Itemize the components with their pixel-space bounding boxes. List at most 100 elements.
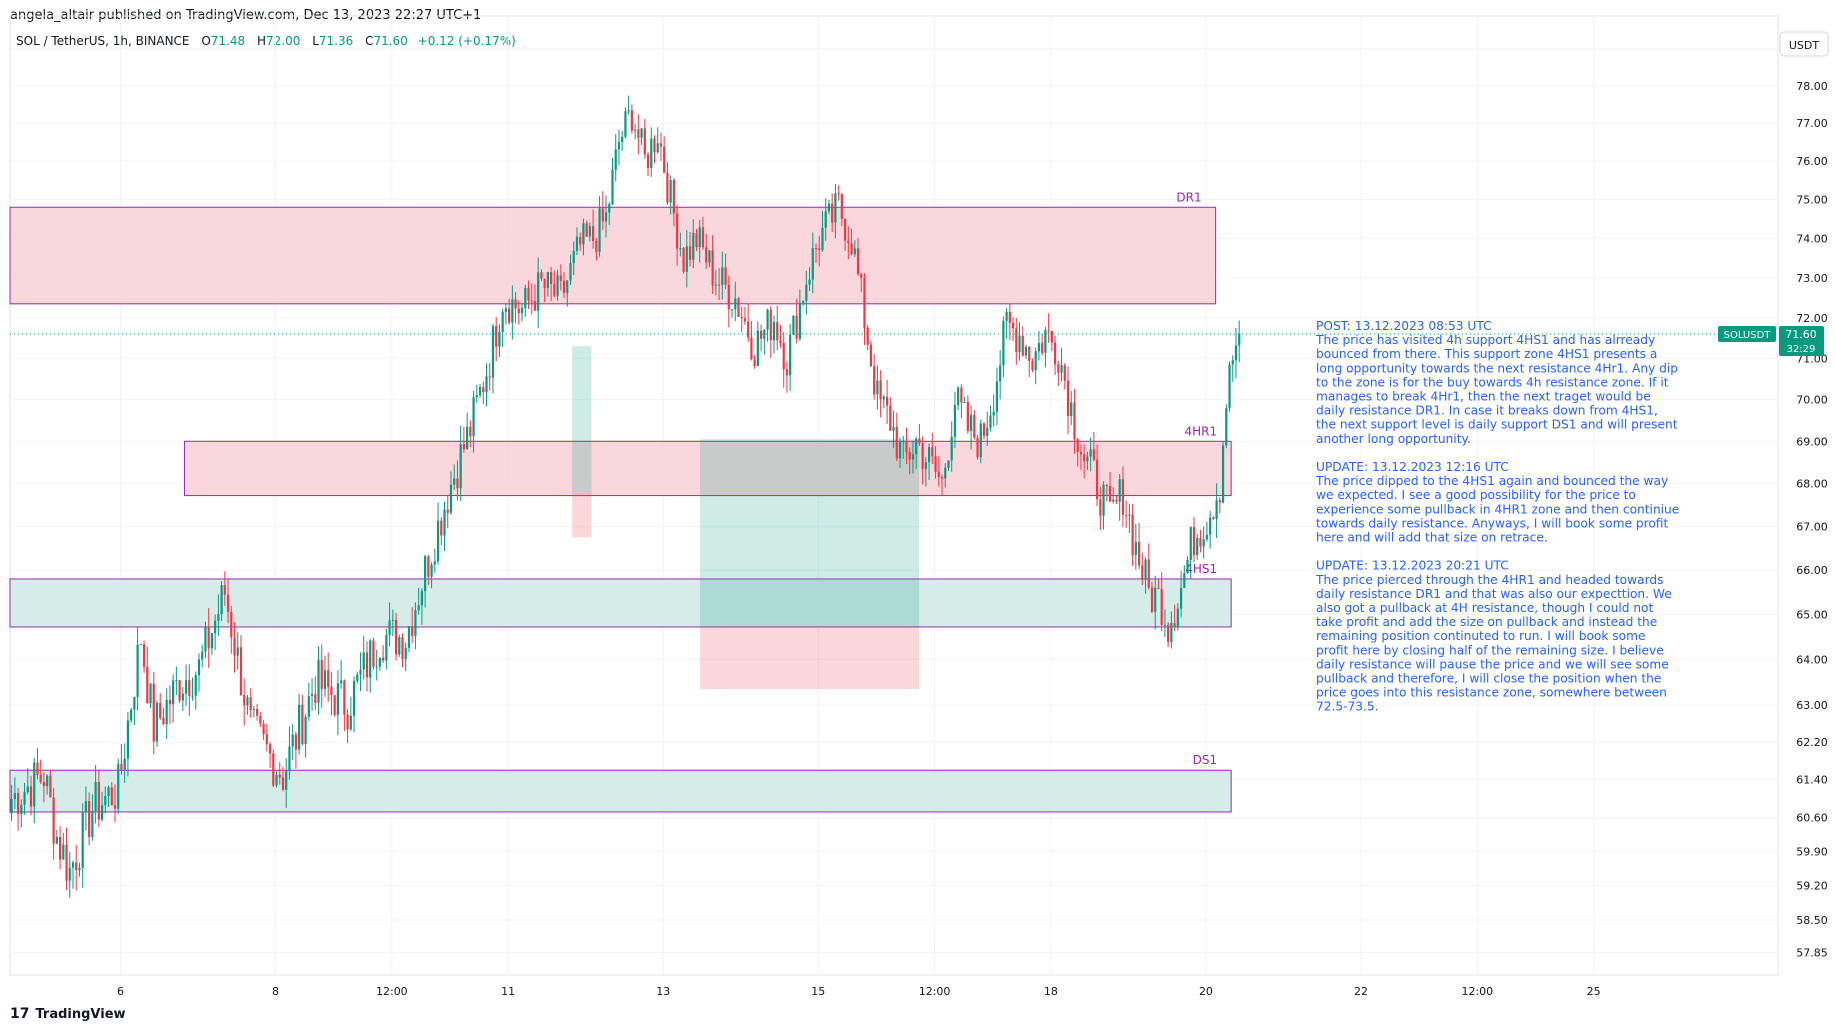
candle-body bbox=[1063, 365, 1066, 381]
candle-body bbox=[614, 149, 617, 170]
candle-body bbox=[443, 509, 446, 536]
candle-body bbox=[485, 376, 488, 393]
candle-body bbox=[924, 462, 927, 470]
footer[interactable]: 𝟭𝟳 TradingView bbox=[10, 1006, 126, 1022]
candle-body bbox=[714, 284, 717, 286]
note-line: towards daily resistance. Anyways, I wil… bbox=[1316, 516, 1668, 530]
candle-body bbox=[110, 787, 113, 806]
candle-body bbox=[1053, 342, 1057, 365]
candle-body bbox=[162, 718, 165, 725]
close-value: 71.60 bbox=[373, 34, 408, 48]
candle-body bbox=[23, 792, 26, 805]
price-tag: SOLUSDT 71.60 32:29 bbox=[1718, 326, 1824, 357]
candle-body bbox=[149, 683, 152, 704]
candle-body bbox=[737, 298, 740, 317]
candle-body bbox=[1083, 454, 1086, 462]
candle-body bbox=[582, 223, 585, 245]
y-tick-label: 59.90 bbox=[1796, 845, 1828, 858]
zone-4hr1 bbox=[183, 440, 1232, 497]
candle-body bbox=[546, 272, 549, 288]
candle-body bbox=[617, 141, 621, 150]
candle-body bbox=[365, 652, 369, 678]
x-tick-label: 20 bbox=[1199, 985, 1213, 998]
zone-label: DS1 bbox=[1193, 753, 1218, 767]
candle-body bbox=[798, 302, 801, 339]
candle-body bbox=[1170, 623, 1173, 643]
candle-body bbox=[944, 467, 947, 479]
zone-label: 4HR1 bbox=[1185, 424, 1218, 438]
candle-body bbox=[957, 387, 960, 406]
candle-body bbox=[1079, 451, 1083, 455]
candle-body bbox=[685, 246, 688, 272]
candle-body bbox=[1150, 587, 1154, 612]
candle-body bbox=[1034, 351, 1037, 371]
zone-4hs1 bbox=[9, 578, 1232, 628]
candle-body bbox=[1102, 484, 1105, 516]
candle-body bbox=[226, 594, 230, 612]
candle-body bbox=[1199, 537, 1202, 547]
candle-body bbox=[1202, 539, 1205, 547]
candle-body bbox=[705, 247, 708, 263]
currency-button[interactable]: USDT bbox=[1779, 31, 1829, 57]
candle-body bbox=[517, 308, 520, 314]
candle-body bbox=[595, 241, 598, 252]
note-line: experience some pullback in 4HR1 zone an… bbox=[1316, 502, 1679, 516]
note-line: daily resistance DR1. In case it breaks … bbox=[1316, 404, 1658, 418]
price-axis[interactable]: 79.0078.0077.0076.0075.0074.0073.0072.00… bbox=[1796, 43, 1828, 960]
candle-body bbox=[1112, 499, 1115, 502]
candle-body bbox=[100, 805, 104, 820]
candle-body bbox=[1134, 542, 1137, 556]
note-line: price goes into this resistance zone, so… bbox=[1316, 686, 1667, 700]
candle-body bbox=[634, 129, 637, 131]
candle-body bbox=[866, 327, 869, 345]
candle-body bbox=[1070, 402, 1073, 417]
candle-body bbox=[272, 753, 275, 786]
candle-body bbox=[672, 180, 675, 214]
candle-body bbox=[427, 556, 430, 577]
price-chart[interactable]: DR1 4HR1 4HS1 DS1 POST: 13.12.2023 08:53 UT… bbox=[0, 0, 1835, 1000]
candle-body bbox=[168, 699, 172, 705]
note-line: The price has visited 4h support 4HS1 an… bbox=[1315, 333, 1655, 347]
candle-body bbox=[1066, 380, 1070, 417]
candle-body bbox=[1018, 335, 1021, 352]
candle-body bbox=[543, 278, 546, 288]
candle-body bbox=[818, 248, 821, 251]
candle-body bbox=[1215, 500, 1218, 520]
candle-body bbox=[372, 640, 375, 667]
candle-body bbox=[298, 704, 301, 750]
candle-body bbox=[750, 337, 753, 360]
candle-body bbox=[892, 426, 895, 431]
candle-body bbox=[769, 309, 772, 341]
y-tick-label: 73.00 bbox=[1796, 272, 1828, 285]
candle-body bbox=[821, 227, 824, 251]
candle-body bbox=[592, 226, 595, 242]
candle-body bbox=[776, 322, 779, 341]
symbol-name[interactable]: SOL / TetherUS, 1h, BINANCE bbox=[16, 34, 190, 48]
candle-body bbox=[637, 129, 640, 138]
candle-body bbox=[453, 478, 456, 485]
candle-body bbox=[779, 340, 782, 343]
candle-body bbox=[1154, 587, 1157, 612]
candle-body bbox=[811, 248, 814, 280]
candle-body bbox=[97, 781, 100, 820]
candle-body bbox=[1105, 484, 1108, 486]
candle-body bbox=[1021, 335, 1024, 356]
x-tick-label: 18 bbox=[1044, 985, 1058, 998]
candle-body bbox=[627, 110, 630, 112]
candle-body bbox=[927, 447, 931, 463]
y-tick-label: 72.00 bbox=[1796, 312, 1828, 325]
symbol-tag-bg bbox=[1718, 326, 1776, 343]
candle-body bbox=[52, 797, 55, 844]
price-tag-bg bbox=[1779, 326, 1824, 357]
time-axis[interactable]: 6 8 12:00 11 13 15 12:00 18 20 22 12:00 25 bbox=[10, 974, 1778, 998]
candle-body bbox=[1008, 312, 1011, 323]
x-tick-label: 12:00 bbox=[1461, 985, 1493, 998]
candle-body bbox=[734, 298, 737, 310]
candle-body bbox=[404, 647, 407, 660]
note-line: here and will add that size on retrace. bbox=[1316, 531, 1548, 545]
candle-body bbox=[123, 758, 126, 770]
candle-body bbox=[1015, 328, 1018, 352]
note-line: another long opportunity. bbox=[1316, 432, 1471, 446]
candle-body bbox=[495, 326, 498, 347]
candle-body bbox=[721, 267, 724, 285]
